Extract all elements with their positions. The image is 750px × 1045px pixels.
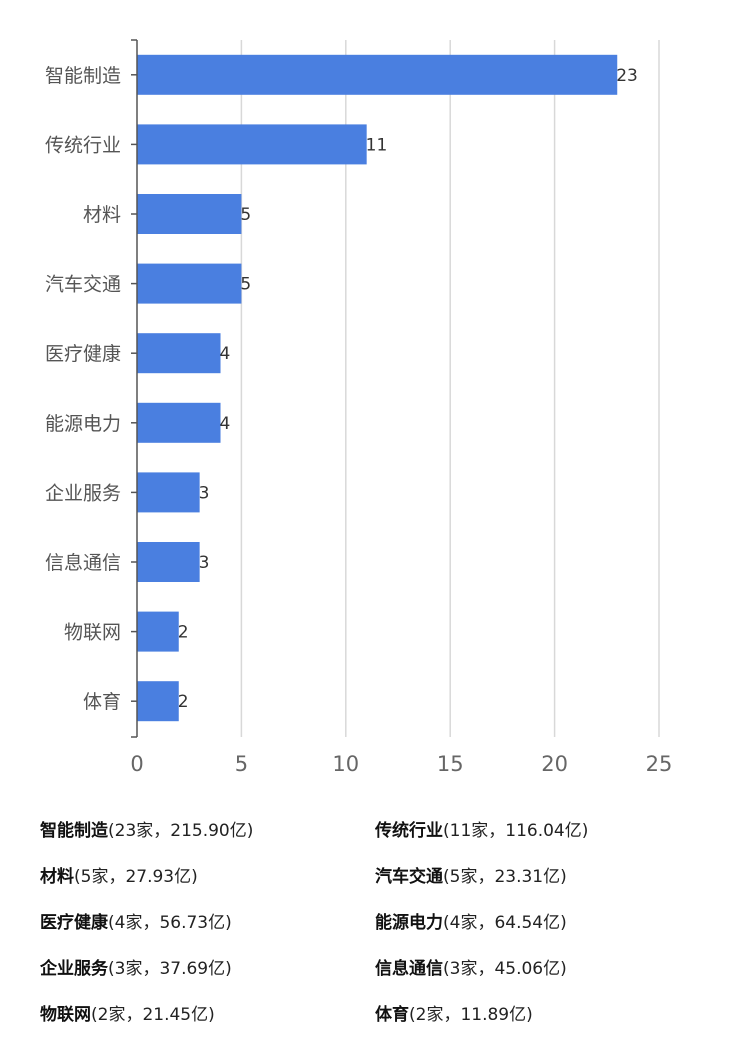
category-label: 能源电力 (45, 413, 121, 435)
data-label: 5 (240, 205, 251, 225)
legend-item: 汽车交通(5家，23.31亿) (375, 861, 710, 907)
legend-item-detail: (23家，215.90亿) (108, 821, 254, 841)
legend-item-name: 物联网 (40, 1005, 91, 1025)
category-label: 体育 (83, 691, 121, 713)
legend-item-detail: (3家，45.06亿) (443, 959, 567, 979)
legend-item-name: 材料 (40, 867, 74, 887)
legend-item: 材料(5家，27.93亿) (40, 861, 375, 907)
bar (137, 402, 221, 443)
data-label: 3 (199, 483, 210, 503)
legend-item: 医疗健康(4家，56.73亿) (40, 907, 375, 953)
legend-item-name: 汽车交通 (375, 867, 443, 887)
legend-item-name: 能源电力 (375, 913, 443, 933)
axes (131, 39, 138, 738)
category-label: 企业服务 (45, 482, 121, 504)
x-tick-label: 10 (332, 752, 359, 776)
data-label: 5 (240, 275, 251, 295)
legend-item: 体育(2家，11.89亿) (375, 999, 710, 1045)
legend-item-detail: (11家，116.04亿) (443, 821, 589, 841)
legend-item: 企业服务(3家，37.69亿) (40, 953, 375, 999)
x-tick-label: 5 (235, 752, 248, 776)
x-tick-label: 0 (130, 752, 143, 776)
legend: 智能制造(23家，215.90亿) 传统行业(11家，116.04亿) 材料(5… (40, 815, 720, 1045)
data-label: 4 (220, 344, 231, 364)
bar (137, 333, 221, 374)
legend-item: 信息通信(3家，45.06亿) (375, 953, 710, 999)
legend-item-name: 信息通信 (375, 959, 443, 979)
legend-item: 物联网(2家，21.45亿) (40, 999, 375, 1045)
category-label: 传统行业 (45, 134, 121, 156)
legend-item-detail: (2家，21.45亿) (91, 1005, 215, 1025)
bar (137, 472, 200, 513)
bar (137, 542, 200, 582)
category-label: 汽车交通 (45, 274, 121, 296)
x-tick-label: 20 (541, 752, 568, 776)
data-label: 23 (616, 66, 638, 86)
legend-item: 传统行业(11家，116.04亿) (375, 815, 710, 861)
bar (137, 194, 242, 234)
legend-item-detail: (3家，37.69亿) (108, 959, 232, 979)
legend-item-detail: (5家，27.93亿) (74, 867, 198, 887)
legend-item-name: 体育 (375, 1005, 409, 1025)
legend-item-name: 传统行业 (375, 821, 443, 841)
data-label: 11 (366, 135, 388, 155)
bar (137, 263, 242, 304)
x-tick-label: 15 (437, 752, 464, 776)
legend-item: 智能制造(23家，215.90亿) (40, 815, 375, 861)
legend-item-name: 智能制造 (40, 821, 108, 841)
legend-item-name: 企业服务 (40, 959, 108, 979)
data-label: 4 (220, 414, 231, 434)
legend-item-detail: (2家，11.89亿) (409, 1005, 533, 1025)
data-label: 2 (178, 623, 189, 643)
bar (137, 124, 367, 165)
category-label: 智能制造 (45, 65, 121, 87)
bar (137, 681, 179, 722)
bar (137, 611, 179, 652)
legend-item: 能源电力(4家，64.54亿) (375, 907, 710, 953)
x-tick-label: 25 (646, 752, 673, 776)
category-label: 材料 (83, 204, 121, 226)
category-label: 物联网 (64, 622, 121, 644)
data-label: 3 (199, 553, 210, 573)
legend-item-detail: (4家，64.54亿) (443, 913, 567, 933)
legend-item-detail: (4家，56.73亿) (108, 913, 232, 933)
legend-item-name: 医疗健康 (40, 913, 108, 933)
category-label: 医疗健康 (45, 343, 121, 365)
bars (137, 54, 618, 722)
legend-item-detail: (5家，23.31亿) (443, 867, 567, 887)
category-label: 信息通信 (45, 552, 121, 574)
bar (137, 54, 618, 95)
data-label: 2 (178, 692, 189, 712)
